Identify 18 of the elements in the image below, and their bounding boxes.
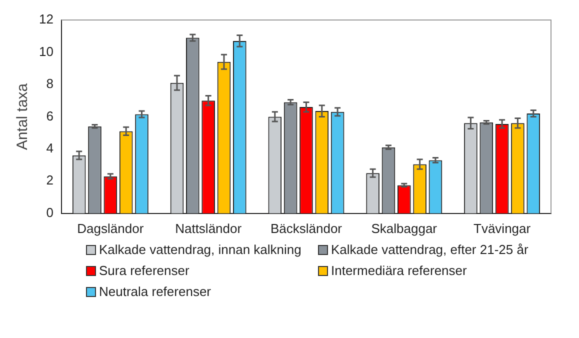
y-axis-title: Antal taxa [14, 82, 32, 150]
legend-label: Kalkade vattendrag, innan kalkning [99, 242, 302, 257]
x-tick-label: Dagsländor [77, 220, 144, 236]
y-tick-label: 0 [46, 204, 54, 220]
legend-label: Sura referenser [99, 263, 190, 278]
x-tick-label: Nattsländor [175, 220, 242, 236]
y-tick-label: 4 [46, 140, 54, 156]
y-tick-label: 12 [38, 12, 54, 27]
y-tick-label: 8 [46, 76, 54, 92]
legend-label: Kalkade vattendrag, efter 21-25 år [331, 242, 528, 257]
x-tick-label: Bäcksländor [270, 220, 343, 236]
x-tick-label: Tvävingar [474, 220, 532, 236]
legend-label: Neutrala referenser [99, 284, 211, 299]
y-tick-label: 2 [46, 172, 54, 188]
x-tick-label: Skalbaggar [371, 220, 438, 236]
y-tick-label: 10 [38, 44, 54, 59]
legend-label: Intermediära referenser [331, 263, 467, 278]
y-tick-label: 6 [46, 108, 54, 124]
